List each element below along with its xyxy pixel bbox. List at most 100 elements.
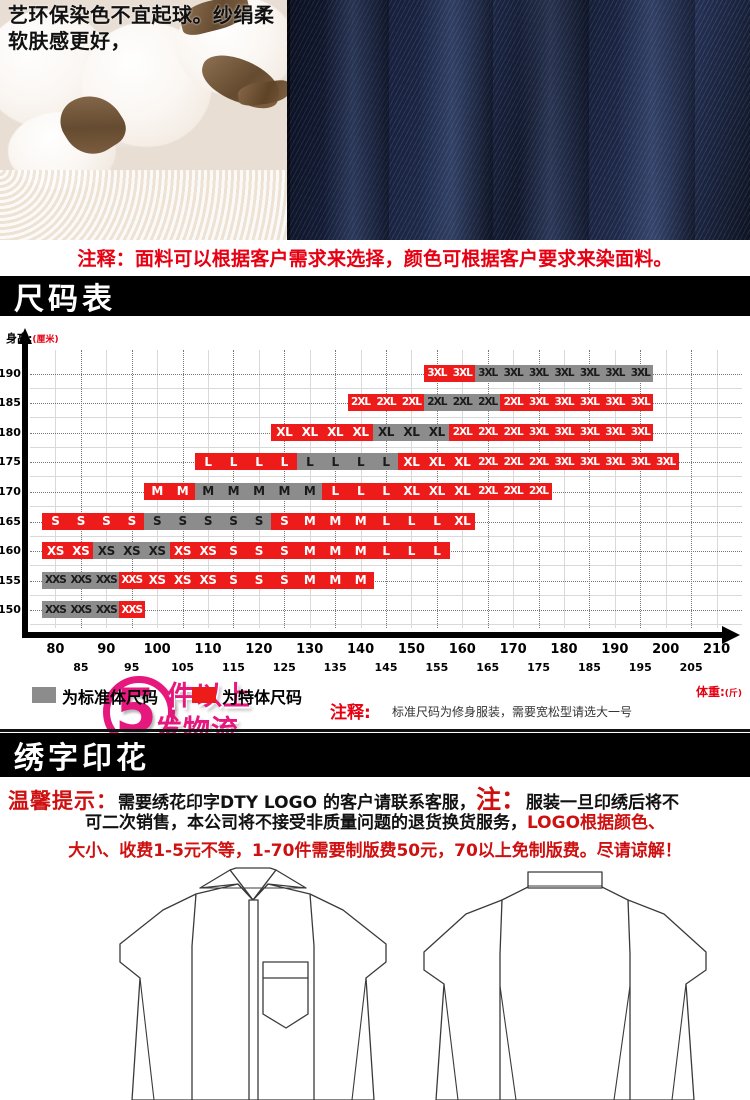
- size-cell-2xl: 2XL: [500, 394, 527, 412]
- size-cell-l: L: [322, 482, 349, 500]
- size-cell-s: S: [220, 571, 247, 589]
- y-tick-label: 160: [0, 544, 21, 558]
- gridline-vertical: [614, 350, 616, 628]
- size-cell-3xl: 3XL: [601, 364, 628, 382]
- legend-label-standard: 为标准体尺码: [62, 688, 159, 707]
- size-cell-m: M: [271, 482, 298, 500]
- size-cell-2xl: 2XL: [500, 453, 527, 471]
- size-cell-xxs: XXS: [67, 601, 94, 619]
- gridline-vertical-minor: [80, 350, 82, 628]
- size-cell-s: S: [271, 512, 298, 530]
- gridline-vertical-minor: [640, 350, 642, 628]
- size-cell-3xl: 3XL: [551, 364, 577, 382]
- size-cell-l: L: [347, 453, 374, 471]
- size-cell-l: L: [398, 542, 425, 560]
- size-cell-s: S: [169, 512, 196, 530]
- size-cell-3xl: 3XL: [576, 394, 603, 412]
- x-tick-label-major: 130: [296, 642, 324, 657]
- size-cell-xs: XS: [42, 542, 69, 560]
- size-cell-m: M: [322, 512, 349, 530]
- size-cell-l: L: [347, 482, 374, 500]
- size-cell-m: M: [322, 542, 349, 560]
- size-cell-3xl: 3XL: [525, 423, 552, 441]
- cotton-bolls-photo: [0, 0, 287, 240]
- size-cell-m: M: [347, 512, 374, 530]
- size-cell-s: S: [118, 512, 145, 530]
- size-cell-3xl: 3XL: [525, 394, 552, 412]
- legend-swatch-standard: [32, 687, 56, 703]
- size-cell-xl: XL: [423, 453, 450, 471]
- tips-line-1: 温馨提示：需要绣花印字DTY LOGO 的客户请联系客服，注：服装一旦印绣后将不: [0, 780, 750, 814]
- size-cell-xxs: XXS: [42, 571, 69, 589]
- size-cell-m: M: [245, 482, 272, 500]
- size-cell-xs: XS: [144, 571, 171, 589]
- legend-swatch-special: [192, 687, 216, 703]
- y-tick-label: 185: [0, 396, 21, 410]
- size-cell-s: S: [42, 512, 69, 530]
- size-cell-l: L: [373, 512, 399, 530]
- y-tick-label: 155: [0, 573, 21, 587]
- shirt-diagrams: L O G O LOGO L O G O: [0, 866, 750, 1100]
- size-cell-3xl: 3XL: [551, 453, 577, 471]
- size-cell-l: L: [373, 542, 399, 560]
- size-cell-xs: XS: [169, 571, 196, 589]
- x-axis-label: 体重:(斤): [696, 683, 742, 700]
- size-cell-3xl: 3XL: [576, 423, 603, 441]
- x-tick-label-minor: 125: [272, 661, 296, 674]
- tips-line-2: 可二次销售，本公司将不接受非质量问题的退货换货服务，LOGO根据颜色、: [0, 808, 750, 836]
- size-cell-3xl: 3XL: [423, 364, 450, 382]
- size-cell-l: L: [296, 453, 323, 471]
- size-cell-m: M: [296, 512, 323, 530]
- tips-line-3-text: 大小、收费1-5元不等，1-70件需要制版费50元，70以上免制版费。尽请谅解！: [68, 841, 682, 861]
- size-cell-3xl: 3XL: [601, 394, 628, 412]
- size-cell-xl: XL: [449, 453, 476, 471]
- size-cell-l: L: [245, 453, 272, 471]
- size-cell-s: S: [271, 542, 298, 560]
- size-cell-2xl: 2XL: [474, 423, 501, 441]
- x-tick-label-major: 190: [601, 642, 629, 657]
- size-cell-m: M: [347, 542, 374, 560]
- size-cell-xxs: XXS: [42, 601, 69, 619]
- legend-label-special: 为特体尺码: [222, 688, 303, 707]
- size-cell-xl: XL: [398, 453, 425, 471]
- y-tick-label: 175: [0, 455, 21, 469]
- size-cell-xs: XS: [169, 542, 196, 560]
- x-tick-label-major: 170: [499, 642, 527, 657]
- size-cell-2xl: 2XL: [474, 394, 501, 412]
- size-cell-3xl: 3XL: [551, 423, 577, 441]
- x-tick-label-minor: 105: [171, 661, 195, 674]
- size-cell-3xl: 3XL: [500, 364, 527, 382]
- gridline-vertical: [665, 350, 667, 628]
- gridline-vertical: [55, 350, 57, 628]
- size-cell-xxs: XXS: [67, 571, 94, 589]
- x-tick-label-major: 160: [448, 642, 476, 657]
- embroidery-tips: 温馨提示：需要绣花印字DTY LOGO 的客户请联系客服，注：服装一旦印绣后将不…: [0, 780, 750, 864]
- size-cell-s: S: [245, 512, 272, 530]
- size-cell-m: M: [169, 482, 196, 500]
- x-tick-label-major: 180: [550, 642, 578, 657]
- size-cell-3xl: 3XL: [449, 364, 476, 382]
- size-cell-xl: XL: [449, 482, 476, 500]
- tips-zhu-marker: 注：: [475, 785, 526, 814]
- y-axis-unit: (厘米): [32, 335, 59, 345]
- x-tick-label-minor: 185: [577, 661, 601, 674]
- size-cell-l: L: [423, 542, 450, 560]
- tips-line-1-tail: 服装一旦印绣后将不: [525, 793, 679, 813]
- gridline-vertical-minor: [589, 350, 591, 628]
- size-cell-2xl: 2XL: [500, 423, 527, 441]
- size-cell-m: M: [144, 482, 171, 500]
- x-tick-label-major: 100: [143, 642, 171, 657]
- size-cell-3xl: 3XL: [627, 453, 654, 471]
- x-tick-label-minor: 205: [679, 661, 703, 674]
- legend-note-title: 注释:: [330, 703, 371, 723]
- size-cell-3xl: 3XL: [474, 364, 501, 382]
- size-cell-m: M: [195, 482, 221, 500]
- x-axis-unit: (斤): [724, 689, 742, 699]
- size-cell-l: L: [195, 453, 221, 471]
- size-cell-s: S: [67, 512, 94, 530]
- size-cell-2xl: 2XL: [500, 482, 527, 500]
- size-cell-xs: XS: [67, 542, 94, 560]
- y-tick-label: 165: [0, 514, 21, 528]
- shirt-back-diagram: [423, 871, 707, 1100]
- x-tick-label-minor: 135: [323, 661, 347, 674]
